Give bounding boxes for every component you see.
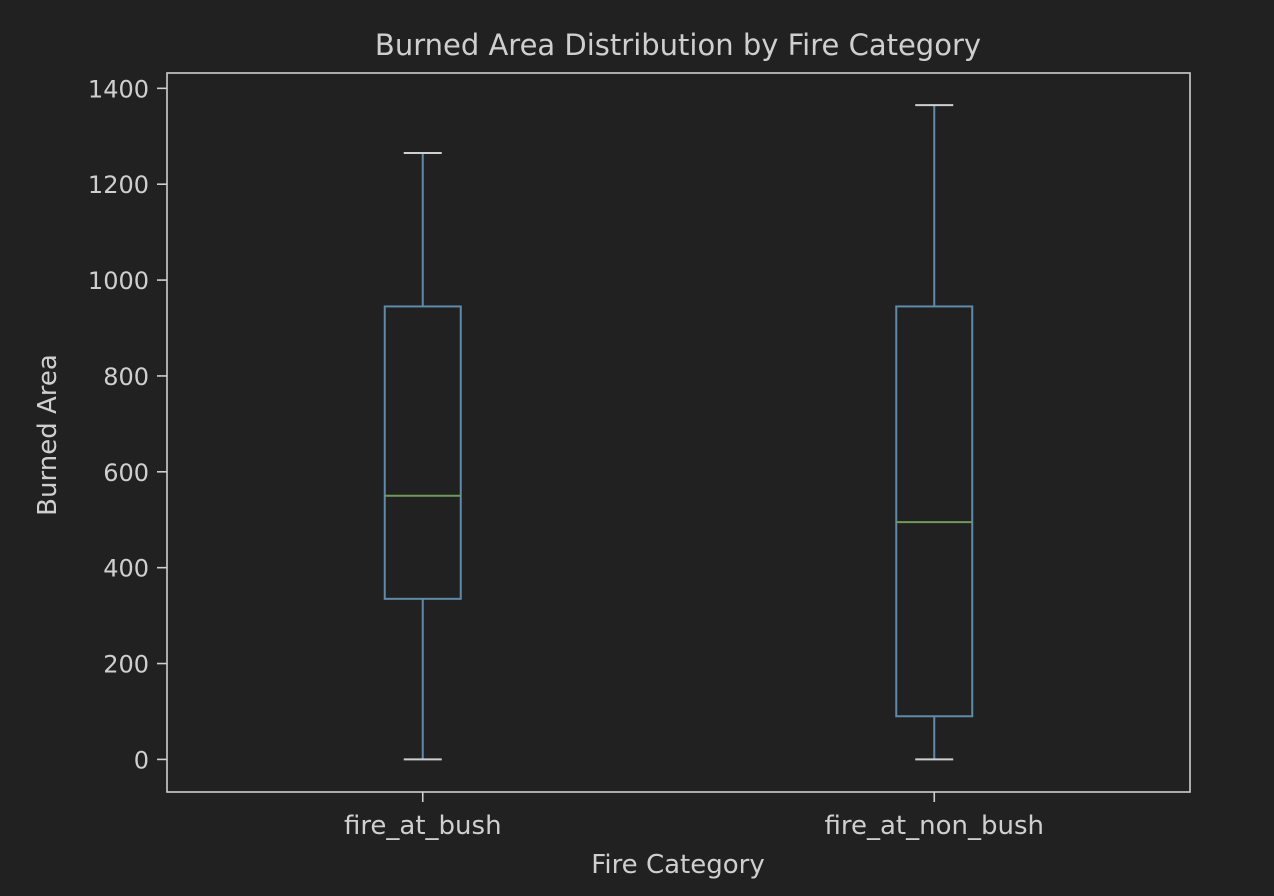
box-fire_at_bush bbox=[383, 152, 462, 761]
iqr-box bbox=[383, 305, 462, 600]
box-series bbox=[383, 104, 974, 761]
y-tick-label: 800 bbox=[103, 363, 149, 391]
y-tick-label: 0 bbox=[134, 746, 149, 774]
y-axis: 0 200 400 600 800 1000 1200 1400 bbox=[88, 75, 167, 774]
y-tick-label: 1000 bbox=[88, 267, 149, 295]
box-fire_at_non_bush bbox=[895, 104, 974, 761]
x-tick-label: fire_at_non_bush bbox=[825, 811, 1045, 841]
y-tick-label: 1200 bbox=[88, 171, 149, 199]
y-axis-label: Burned Area bbox=[33, 354, 63, 516]
y-tick-label: 400 bbox=[103, 555, 149, 583]
y-tick-label: 1400 bbox=[88, 75, 149, 103]
y-tick-label: 200 bbox=[103, 651, 149, 679]
iqr-box bbox=[895, 305, 974, 718]
y-tick-label: 600 bbox=[103, 459, 149, 487]
x-axis: fire_at_bush fire_at_non_bush bbox=[344, 792, 1044, 841]
plot-frame bbox=[166, 72, 1191, 793]
x-axis-label: Fire Category bbox=[591, 850, 764, 880]
chart-title: Burned Area Distribution by Fire Categor… bbox=[375, 28, 981, 62]
x-tick-label: fire_at_bush bbox=[344, 811, 502, 841]
